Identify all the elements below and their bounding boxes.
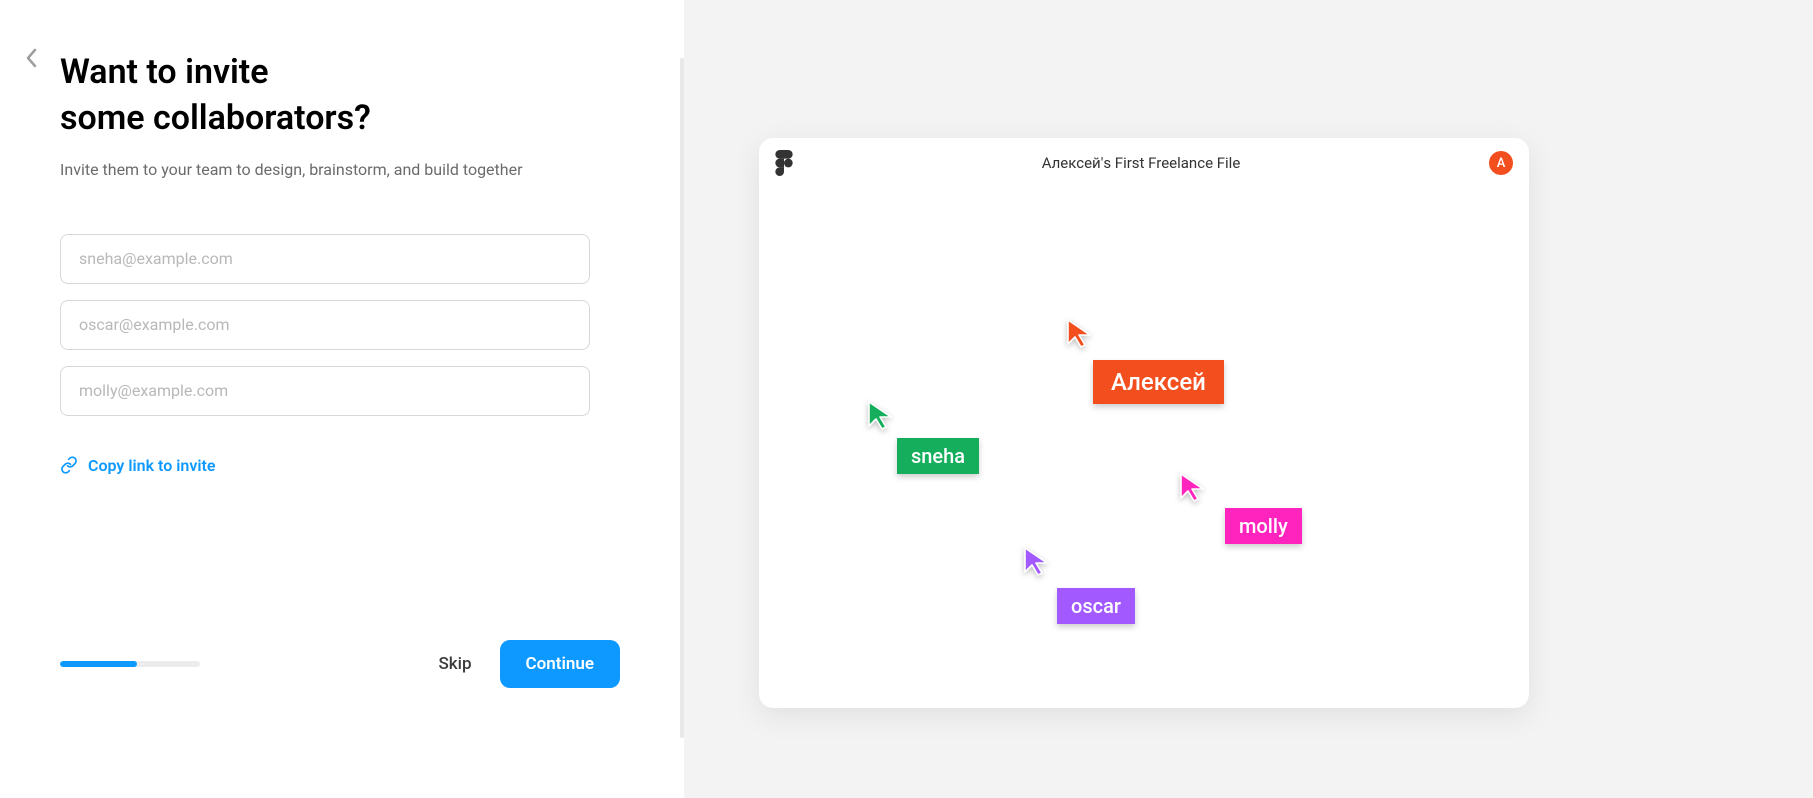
preview-panel: Алексей's First Freelance File A Алексей… xyxy=(684,0,1813,798)
cursor-label-sneha: sneha xyxy=(897,438,979,474)
cursor-label-алексей: Алексей xyxy=(1093,360,1224,404)
cursor-arrow-sneha xyxy=(867,400,895,434)
file-header: Алексей's First Freelance File A xyxy=(759,138,1529,188)
canvas-body: Алексей sneha molly oscar xyxy=(759,188,1529,708)
cursor-arrow-oscar xyxy=(1023,546,1051,580)
chevron-left-icon xyxy=(25,48,39,68)
file-title: Алексей's First Freelance File xyxy=(793,154,1489,172)
cursor-arrow-алексей xyxy=(1066,318,1094,352)
button-group: Skip Continue xyxy=(438,640,620,688)
cursor-label-molly: molly xyxy=(1225,508,1302,544)
bottom-toolbar: Skip Continue xyxy=(60,640,620,688)
avatar-initial: A xyxy=(1497,156,1506,171)
user-avatar: A xyxy=(1489,151,1513,175)
invite-email-input-1[interactable] xyxy=(60,234,590,284)
link-icon xyxy=(60,456,78,474)
page-subtitle: Invite them to your team to design, brai… xyxy=(60,160,620,179)
cursor-arrow-molly xyxy=(1179,472,1207,506)
cursor-label-oscar: oscar xyxy=(1057,588,1135,624)
progress-fill xyxy=(60,661,137,667)
copy-link-label: Copy link to invite xyxy=(88,456,215,475)
figma-logo-icon xyxy=(775,150,793,176)
page-title-line1: Want to invite xyxy=(60,52,269,92)
invite-panel: Want to invite some collaborators? Invit… xyxy=(0,0,680,798)
copy-link-button[interactable]: Copy link to invite xyxy=(60,456,215,475)
back-button[interactable] xyxy=(20,46,44,70)
progress-bar xyxy=(60,661,200,667)
page-title-line2: some collaborators? xyxy=(60,98,371,138)
invite-email-input-3[interactable] xyxy=(60,366,590,416)
file-preview-card: Алексей's First Freelance File A Алексей… xyxy=(759,138,1529,708)
page-title: Want to invite some collaborators? xyxy=(60,50,620,142)
invite-email-input-2[interactable] xyxy=(60,300,590,350)
continue-button[interactable]: Continue xyxy=(500,640,621,688)
skip-button[interactable]: Skip xyxy=(438,654,471,674)
